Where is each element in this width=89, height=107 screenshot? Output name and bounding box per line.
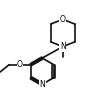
- Text: O: O: [60, 15, 66, 24]
- Text: N: N: [60, 42, 66, 51]
- Text: N: N: [39, 80, 45, 89]
- Text: O: O: [17, 60, 23, 69]
